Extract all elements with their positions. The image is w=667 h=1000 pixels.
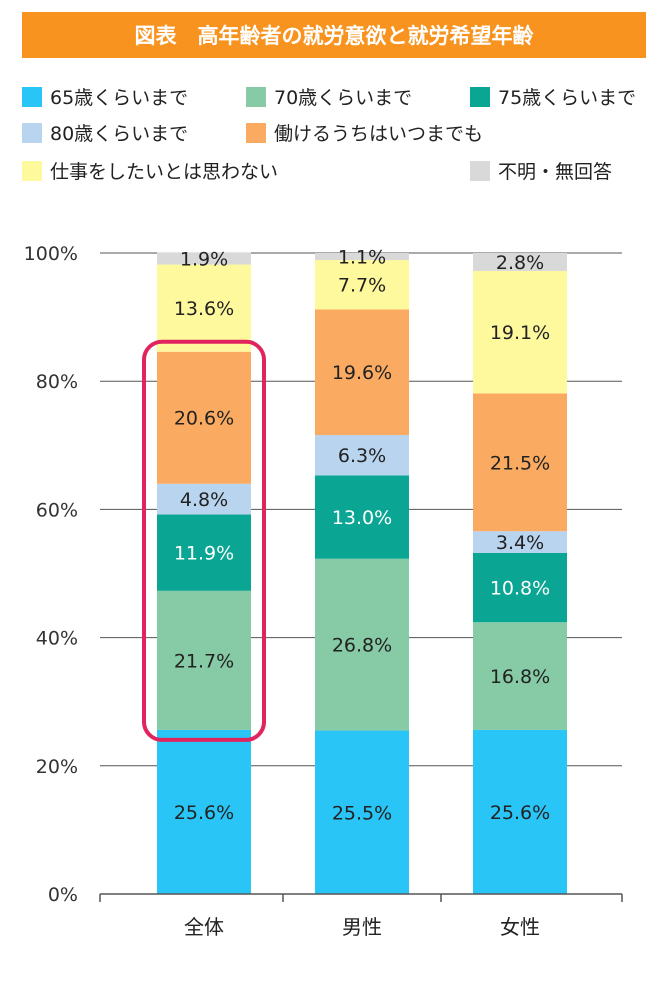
y-tick-label-5: 100% <box>24 243 78 265</box>
legend-label-forever: 働けるうちはいつまでも <box>274 123 484 145</box>
bar-segment-2-6 <box>473 253 567 271</box>
data-label-1-3: 6.3% <box>338 445 386 467</box>
data-label-2-6: 2.8% <box>496 252 544 274</box>
chart-title: 図表 高年齢者の就労意欲と就労希望年齢 <box>22 12 646 58</box>
legend-label-80: 80歳くらいまで <box>50 123 189 145</box>
legend-label-65: 65歳くらいまで <box>50 87 189 109</box>
bar-segment-0-2 <box>157 514 251 591</box>
legend-item-80: 80歳くらいまで <box>22 119 188 146</box>
data-label-0-2: 11.9% <box>174 543 234 565</box>
x-category-label-1: 男性 <box>342 915 382 939</box>
data-label-0-1: 21.7% <box>174 650 234 672</box>
legend-item-unknown: 不明・無回答 <box>470 157 612 184</box>
legend-label-unknown: 不明・無回答 <box>498 161 613 183</box>
data-label-0-3: 4.8% <box>180 489 228 511</box>
legend-swatch-no-work <box>22 160 42 181</box>
legend-item-75: 75歳くらいまで <box>470 83 636 110</box>
data-label-0-0: 25.6% <box>174 802 234 824</box>
legend-item-forever: 働けるうちはいつまでも <box>246 119 483 146</box>
y-tick-label-2: 40% <box>36 628 78 650</box>
data-label-2-4: 21.5% <box>490 452 550 474</box>
data-label-1-4: 19.6% <box>332 362 392 384</box>
y-tick-label-3: 60% <box>36 499 78 521</box>
legend-swatch-forever <box>246 122 266 143</box>
data-label-0-4: 20.6% <box>174 408 234 430</box>
bar-segment-1-5 <box>315 260 409 310</box>
data-label-2-3: 3.4% <box>496 532 544 554</box>
bar-segment-1-3 <box>315 435 409 476</box>
legend-swatch-75 <box>470 86 490 107</box>
data-label-1-1: 26.8% <box>332 635 392 657</box>
legend-swatch-65 <box>22 86 42 107</box>
legend-swatch-70 <box>246 86 266 107</box>
y-tick-label-1: 20% <box>36 756 78 778</box>
y-tick-label-4: 80% <box>36 371 78 393</box>
bar-segment-0-1 <box>157 590 251 730</box>
legend-swatch-80 <box>22 122 42 143</box>
legend: 65歳くらいまで 70歳くらいまで 75歳くらいまで 80歳くらいまで 働けるう… <box>0 0 667 200</box>
x-category-label-0: 全体 <box>184 915 224 939</box>
data-label-2-2: 10.8% <box>490 578 550 600</box>
bar-segment-1-4 <box>315 309 409 436</box>
legend-label-no-work: 仕事をしたいとは思わない <box>50 161 279 183</box>
bar-segment-0-4 <box>157 351 251 484</box>
bar-segment-0-3 <box>157 483 251 515</box>
legend-item-no-work: 仕事をしたいとは思わない <box>22 157 278 184</box>
bar-segment-2-3 <box>473 531 567 553</box>
data-label-0-6: 1.9% <box>180 248 228 270</box>
bar-segment-1-6 <box>315 253 409 261</box>
bar-segment-2-2 <box>473 552 567 623</box>
data-label-1-6: 1.1% <box>338 247 386 269</box>
bar-segment-1-1 <box>315 558 409 731</box>
bar-segment-1-0 <box>315 730 409 894</box>
data-label-2-0: 25.6% <box>490 802 550 824</box>
legend-label-70: 70歳くらいまで <box>274 87 413 109</box>
data-label-2-1: 16.8% <box>490 666 550 688</box>
data-label-1-2: 13.0% <box>332 507 392 529</box>
bar-segment-1-2 <box>315 475 409 559</box>
legend-item-65: 65歳くらいまで <box>22 83 188 110</box>
data-label-1-5: 7.7% <box>338 275 386 297</box>
bar-segment-2-1 <box>473 622 567 730</box>
legend-label-75: 75歳くらいまで <box>498 87 637 109</box>
bar-segment-0-0 <box>157 729 251 894</box>
bar-segment-0-5 <box>157 264 251 352</box>
x-category-label-2: 女性 <box>500 915 540 939</box>
bar-segment-2-5 <box>473 270 567 394</box>
data-label-1-0: 25.5% <box>332 802 392 824</box>
y-tick-label-0: 0% <box>48 884 78 906</box>
legend-item-70: 70歳くらいまで <box>246 83 412 110</box>
highlight-frame <box>142 339 266 742</box>
bar-segment-0-6 <box>157 252 251 265</box>
legend-swatch-unknown <box>470 160 490 181</box>
bar-segment-2-4 <box>473 393 567 532</box>
bar-segment-2-0 <box>473 729 567 894</box>
data-label-2-5: 19.1% <box>490 322 550 344</box>
data-label-0-5: 13.6% <box>174 298 234 320</box>
